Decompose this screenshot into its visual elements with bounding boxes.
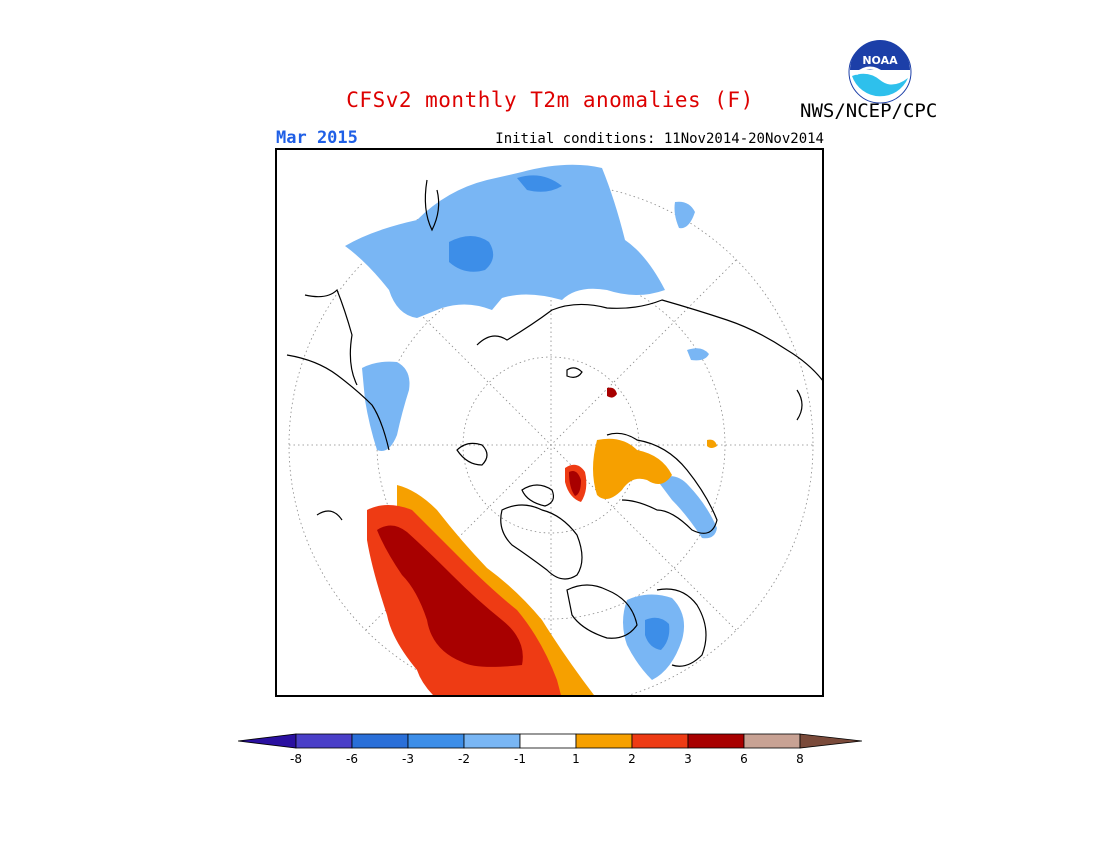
cold-region-atlantic-core [645,617,670,650]
colorbar-swatches [238,733,862,749]
colorbar-tick: 1 [572,752,580,766]
polar-map [275,148,824,697]
map-title: CFSv2 monthly T2m anomalies (F) [346,88,754,112]
noaa-logo-text: NOAA [862,54,898,67]
colorbar-swatch-m2-m1 [463,733,521,749]
colorbar-swatch-m6-m3 [351,733,409,749]
colorbar-swatch-3-6 [687,733,745,749]
colorbar-swatch-m8-m6 [295,733,353,749]
warm-region-arctic-red [607,387,617,398]
colorbar-tick: -1 [514,752,526,766]
cold-region-russia-patch [687,348,709,361]
colorbar: -8 -6 -3 -2 -1 1 2 3 6 8 [238,733,862,766]
colorbar-tick-labels: -8 -6 -3 -2 -1 1 2 3 6 8 [290,752,804,766]
colorbar-tick: 2 [628,752,636,766]
colorbar-tick: -6 [346,752,358,766]
colorbar-swatch-m3-m2 [407,733,465,749]
colorbar-tick: -8 [290,752,302,766]
warm-anomaly-regions [367,387,717,695]
colorbar-swatch-m1-1 [519,733,577,749]
colorbar-tick: 8 [796,752,804,766]
agency-label: NWS/NCEP/CPC [800,100,938,122]
cold-region-siberia-core [449,236,494,272]
colorbar-tick: -3 [402,752,414,766]
anomaly-map-svg [286,164,822,695]
warm-region-alaska-darkred [377,525,523,667]
colorbar-tick: 3 [684,752,692,766]
colorbar-tick: 6 [740,752,748,766]
cold-region-east-asia [674,201,695,229]
colorbar-tick: -2 [458,752,470,766]
colorbar-swatch-1-2 [575,733,633,749]
colorbar-swatch-2-3 [631,733,689,749]
coastlines [286,179,822,667]
forecast-month: Mar 2015 [276,128,358,148]
cold-region-greenland [657,476,717,539]
cold-region-central-asia [362,361,410,451]
colorbar-swatch-lt-m8 [238,733,297,749]
cold-region-siberia [345,164,665,318]
cold-region-siberia-east [517,175,562,192]
colorbar-swatch-gt-8 [799,733,862,749]
colorbar-swatch-6-8 [743,733,801,749]
cold-anomaly-regions [345,164,717,680]
noaa-logo-icon: NOAA [848,40,912,104]
warm-region-canada-darkred [569,471,581,496]
warm-region-small-orange [707,439,717,448]
warm-region-greenland-orange [593,438,672,499]
initial-conditions: Initial conditions: 11Nov2014-20Nov2014 [495,131,824,147]
